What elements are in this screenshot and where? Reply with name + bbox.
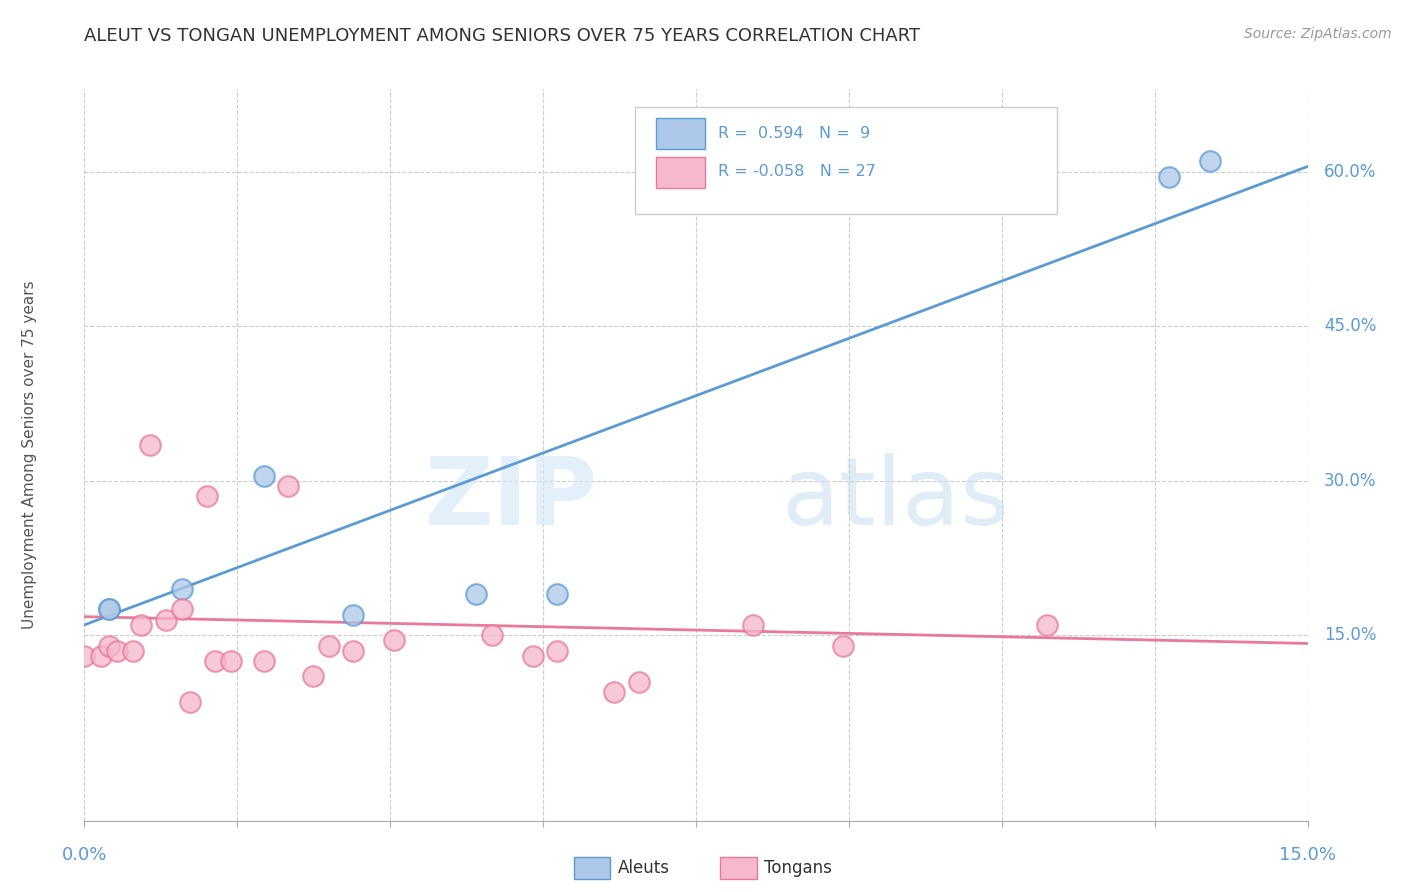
Point xyxy=(131,618,153,632)
Point xyxy=(382,633,405,648)
Point xyxy=(464,587,486,601)
Point xyxy=(97,602,120,616)
Text: ZIP: ZIP xyxy=(425,453,598,545)
Text: 30.0%: 30.0% xyxy=(1324,472,1376,490)
Point xyxy=(179,695,201,709)
Text: ALEUT VS TONGAN UNEMPLOYMENT AMONG SENIORS OVER 75 YEARS CORRELATION CHART: ALEUT VS TONGAN UNEMPLOYMENT AMONG SENIO… xyxy=(84,27,921,45)
Point xyxy=(1198,154,1220,169)
Point xyxy=(172,602,194,616)
Point xyxy=(253,654,276,668)
Point xyxy=(97,602,120,616)
Point xyxy=(73,648,96,663)
Point xyxy=(1035,618,1057,632)
Text: 15.0%: 15.0% xyxy=(1279,847,1336,864)
Point xyxy=(742,618,765,632)
Point xyxy=(253,468,276,483)
Point xyxy=(627,674,650,689)
Point xyxy=(301,669,323,683)
Text: 15.0%: 15.0% xyxy=(1324,626,1376,644)
Point xyxy=(122,643,145,657)
Point xyxy=(172,582,194,596)
Point xyxy=(90,648,112,663)
FancyBboxPatch shape xyxy=(636,108,1057,213)
Text: Unemployment Among Seniors over 75 years: Unemployment Among Seniors over 75 years xyxy=(22,281,37,629)
Text: Source: ZipAtlas.com: Source: ZipAtlas.com xyxy=(1244,27,1392,41)
FancyBboxPatch shape xyxy=(720,857,758,880)
Text: 0.0%: 0.0% xyxy=(62,847,107,864)
Text: R = -0.058   N = 27: R = -0.058 N = 27 xyxy=(718,164,876,179)
Text: 60.0%: 60.0% xyxy=(1324,162,1376,180)
Point xyxy=(603,685,626,699)
Point xyxy=(277,479,299,493)
Text: 45.0%: 45.0% xyxy=(1324,318,1376,335)
Point xyxy=(831,639,853,653)
Point xyxy=(546,643,568,657)
FancyBboxPatch shape xyxy=(655,157,704,188)
Point xyxy=(342,607,364,622)
Text: atlas: atlas xyxy=(782,453,1010,545)
Point xyxy=(219,654,242,668)
Point xyxy=(1157,169,1180,184)
Point xyxy=(546,587,568,601)
Text: Aleuts: Aleuts xyxy=(617,859,669,877)
Point xyxy=(97,639,120,653)
Text: Tongans: Tongans xyxy=(765,859,832,877)
FancyBboxPatch shape xyxy=(655,119,704,149)
Point xyxy=(522,648,544,663)
Point xyxy=(204,654,226,668)
Point xyxy=(342,643,364,657)
Point xyxy=(318,639,340,653)
Point xyxy=(155,613,177,627)
Point xyxy=(481,628,503,642)
Point xyxy=(138,437,160,451)
Point xyxy=(105,643,128,657)
Point xyxy=(195,489,218,503)
FancyBboxPatch shape xyxy=(574,857,610,880)
Text: R =  0.594   N =  9: R = 0.594 N = 9 xyxy=(718,126,870,141)
